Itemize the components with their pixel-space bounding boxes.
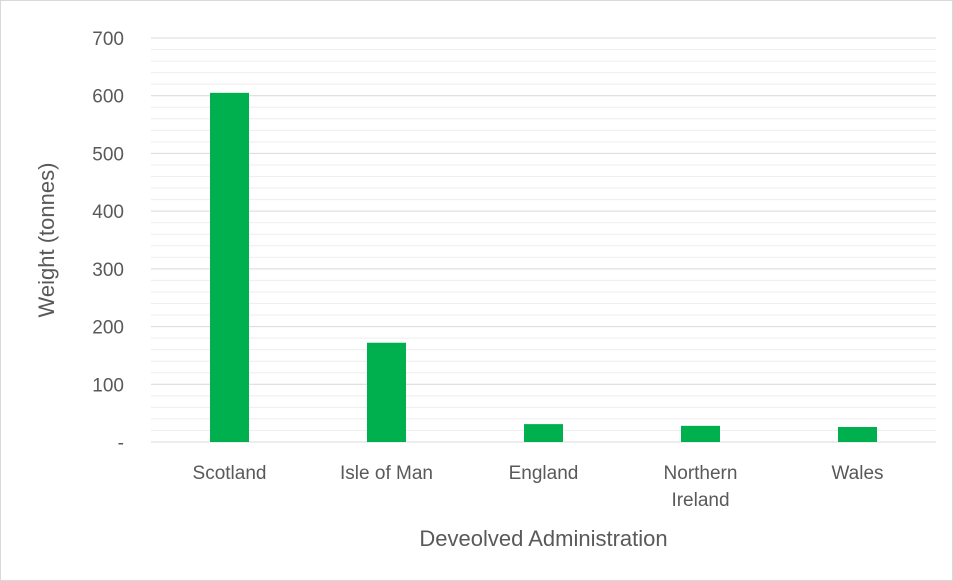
y-tick-label: 100 — [92, 375, 124, 396]
y-tick-label: - — [118, 433, 124, 454]
bar — [210, 92, 249, 442]
x-category-label: England — [509, 463, 579, 484]
bar — [681, 425, 720, 442]
y-tick-label: 500 — [92, 144, 124, 165]
y-tick-label: 600 — [92, 87, 124, 108]
x-category-label: Northern Ireland — [664, 463, 738, 511]
y-tick-label: 700 — [92, 29, 124, 50]
y-axis-tick-labels: - 100 200 300 400 500 600 700 — [92, 29, 124, 454]
x-category-label: Isle of Man — [340, 463, 433, 484]
bar — [838, 426, 877, 442]
bar — [524, 424, 563, 442]
x-axis-title: Deveolved Administration — [419, 526, 667, 551]
y-tick-label: 200 — [92, 318, 124, 339]
minor-gridlines — [151, 49, 936, 431]
y-tick-label: 400 — [92, 202, 124, 223]
x-axis-category-labels: Scotland Isle of Man England Northern Irelan… — [193, 463, 884, 511]
bars — [210, 92, 877, 442]
major-gridlines — [151, 37, 936, 385]
y-axis-title: Weight (tonnes) — [34, 163, 59, 318]
bar — [367, 342, 406, 442]
x-category-label: Wales — [831, 463, 883, 484]
y-tick-label: 300 — [92, 260, 124, 281]
x-category-label: Scotland — [193, 463, 267, 484]
